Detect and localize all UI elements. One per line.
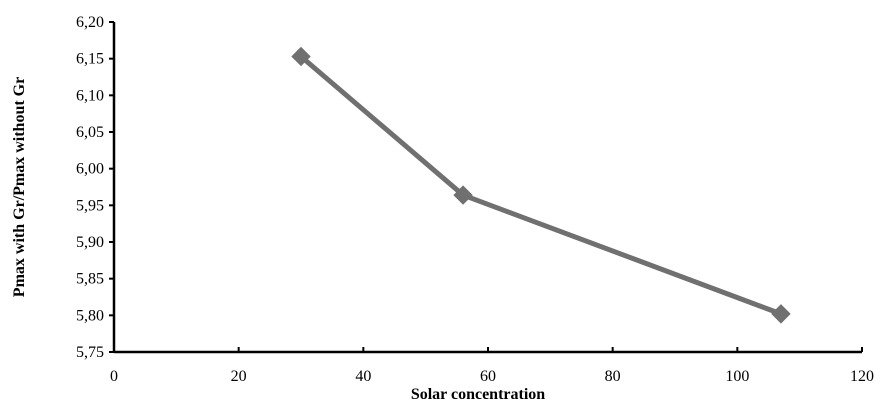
y-tick-label: 5,85 — [76, 271, 104, 288]
data-point-marker — [291, 46, 311, 67]
data-point-marker — [771, 304, 791, 324]
y-tick-label: 6,20 — [76, 14, 104, 31]
y-tick-label: 6,00 — [76, 161, 104, 178]
y-tick-label: 6,10 — [76, 87, 104, 104]
y-tick-label: 6,05 — [76, 124, 104, 141]
x-tick-label: 40 — [355, 368, 371, 385]
y-tick-label: 5,95 — [76, 197, 104, 214]
y-tick-label: 5,80 — [76, 307, 104, 324]
series-line — [299, 54, 782, 317]
x-tick-label: 120 — [850, 368, 874, 385]
x-tick-label: 0 — [110, 368, 118, 385]
y-tick-label: 5,90 — [76, 234, 104, 251]
y-axis-title: Pmax with Gr/Pmax without Gr — [11, 77, 28, 297]
data-point-marker — [453, 185, 473, 205]
y-axis-ticks: 5,75 5,80 5,85 5,90 5,95 6,00 6,05 6,10 6,15 6,20 — [76, 14, 114, 361]
y-tick-label: 6,15 — [76, 51, 104, 68]
series-layer — [291, 46, 791, 324]
x-tick-label: 20 — [231, 368, 247, 385]
x-tick-label: 100 — [725, 368, 749, 385]
y-tick-label: 5,75 — [76, 344, 104, 361]
x-axis-title: Solar concentration — [411, 386, 545, 403]
x-tick-label: 80 — [605, 368, 621, 385]
x-tick-label: 60 — [480, 368, 496, 385]
